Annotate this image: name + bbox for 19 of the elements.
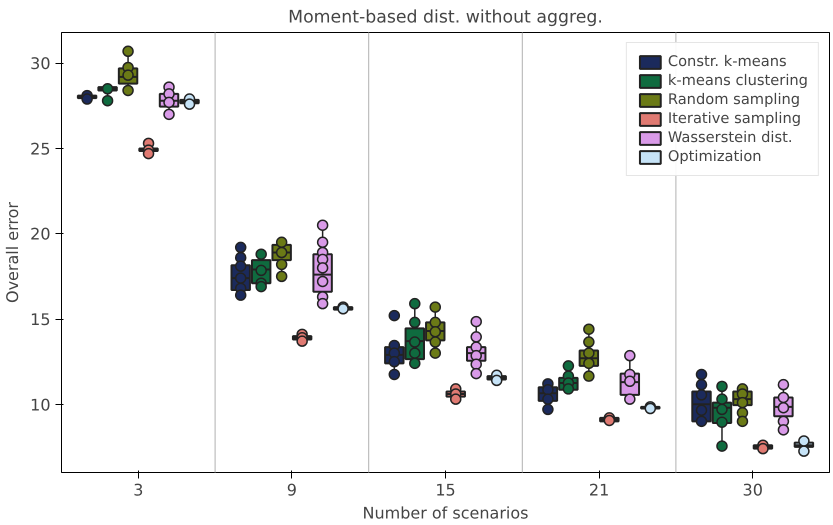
legend-label: Iterative sampling xyxy=(668,110,802,127)
x-tick-label: 9 xyxy=(286,480,297,500)
y-tick-label: 15 xyxy=(30,310,50,330)
x-tick-label: 30 xyxy=(742,480,763,500)
x-tick-label: 3 xyxy=(133,480,144,500)
legend-label: Constr. k-means xyxy=(668,53,787,70)
y-tick-label: 30 xyxy=(30,54,50,74)
legend-label: Random sampling xyxy=(668,91,800,108)
legend-label: Optimization xyxy=(668,148,762,165)
legend-label: k-means clustering xyxy=(668,72,808,89)
legend-label: Wasserstein dist. xyxy=(668,129,793,146)
x-tick-label: 15 xyxy=(435,480,456,500)
y-tick-label: 20 xyxy=(30,224,50,244)
x-tick-label: 21 xyxy=(588,480,610,500)
x-axis-title: Number of scenarios xyxy=(362,504,528,522)
y-tick-label: 10 xyxy=(30,395,50,414)
y-tick-label: 25 xyxy=(30,139,50,158)
y-axis-title: Overall error xyxy=(3,202,22,303)
chart-title: Moment-based dist. without aggreg. xyxy=(288,8,603,28)
